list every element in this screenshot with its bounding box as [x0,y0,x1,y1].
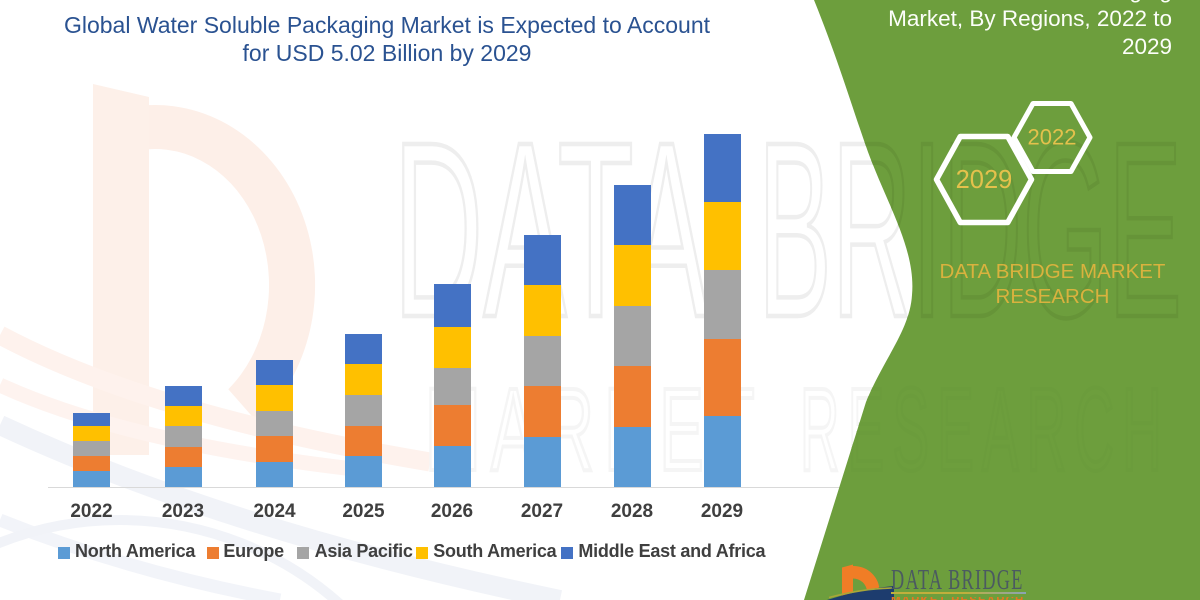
svg-text:MARKET: MARKET [425,364,765,496]
svg-text:MARKET: MARKET [425,364,765,496]
svg-text:DATA: DATA [393,90,708,369]
svg-text:2022: 2022 [1028,125,1077,150]
svg-text:2029: 2029 [956,166,1013,194]
svg-text:RESEARCH: RESEARCH [800,364,1170,496]
svg-text:BRIDGE: BRIDGE [758,90,1182,369]
